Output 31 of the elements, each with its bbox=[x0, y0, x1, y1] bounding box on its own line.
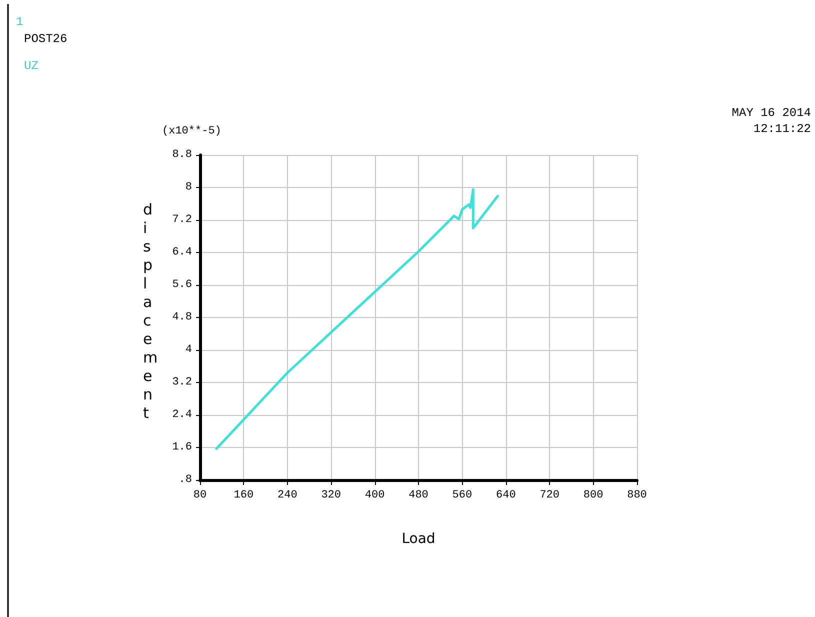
x-axis-title: Load bbox=[402, 531, 436, 547]
x-tick-label: 320 bbox=[321, 490, 342, 502]
x-tick-label: 560 bbox=[452, 490, 472, 502]
text: 12:11:22 bbox=[753, 122, 811, 136]
x-tick-label: 640 bbox=[496, 490, 516, 502]
x-tick-label: 400 bbox=[364, 490, 385, 502]
x-tick-label: 80 bbox=[193, 490, 207, 502]
text: 1 bbox=[16, 15, 24, 29]
y-tick-label: 1.6 bbox=[172, 442, 192, 454]
text: displacement bbox=[143, 200, 158, 422]
x-tick-label: 880 bbox=[627, 490, 647, 502]
text: MAY 16 2014 bbox=[732, 106, 812, 120]
y-tick-label: 8.8 bbox=[172, 149, 192, 161]
y-tick-label: 6.4 bbox=[172, 246, 192, 258]
y-tick-label: 8 bbox=[185, 182, 192, 194]
y-tick-label: 4.8 bbox=[172, 312, 192, 324]
text: (x10**-5) bbox=[162, 126, 222, 138]
y-tick-label: 4 bbox=[185, 344, 192, 356]
x-tick-label: 800 bbox=[583, 490, 604, 502]
x-tick-label: 240 bbox=[277, 490, 298, 502]
y-tick-label: 5.6 bbox=[172, 279, 192, 291]
y-tick-label: 7.2 bbox=[172, 214, 192, 226]
x-tick-label: 720 bbox=[540, 490, 560, 502]
x-tick-label: 480 bbox=[408, 490, 428, 502]
text: UZ bbox=[24, 59, 38, 73]
y-tick-label: 2.4 bbox=[172, 409, 192, 421]
x-tick-label: 160 bbox=[234, 490, 254, 502]
y-tick-label: .8 bbox=[178, 474, 192, 486]
text: POST26 bbox=[24, 32, 68, 46]
y-tick-label: 3.2 bbox=[172, 376, 192, 388]
line-series bbox=[215, 188, 499, 450]
